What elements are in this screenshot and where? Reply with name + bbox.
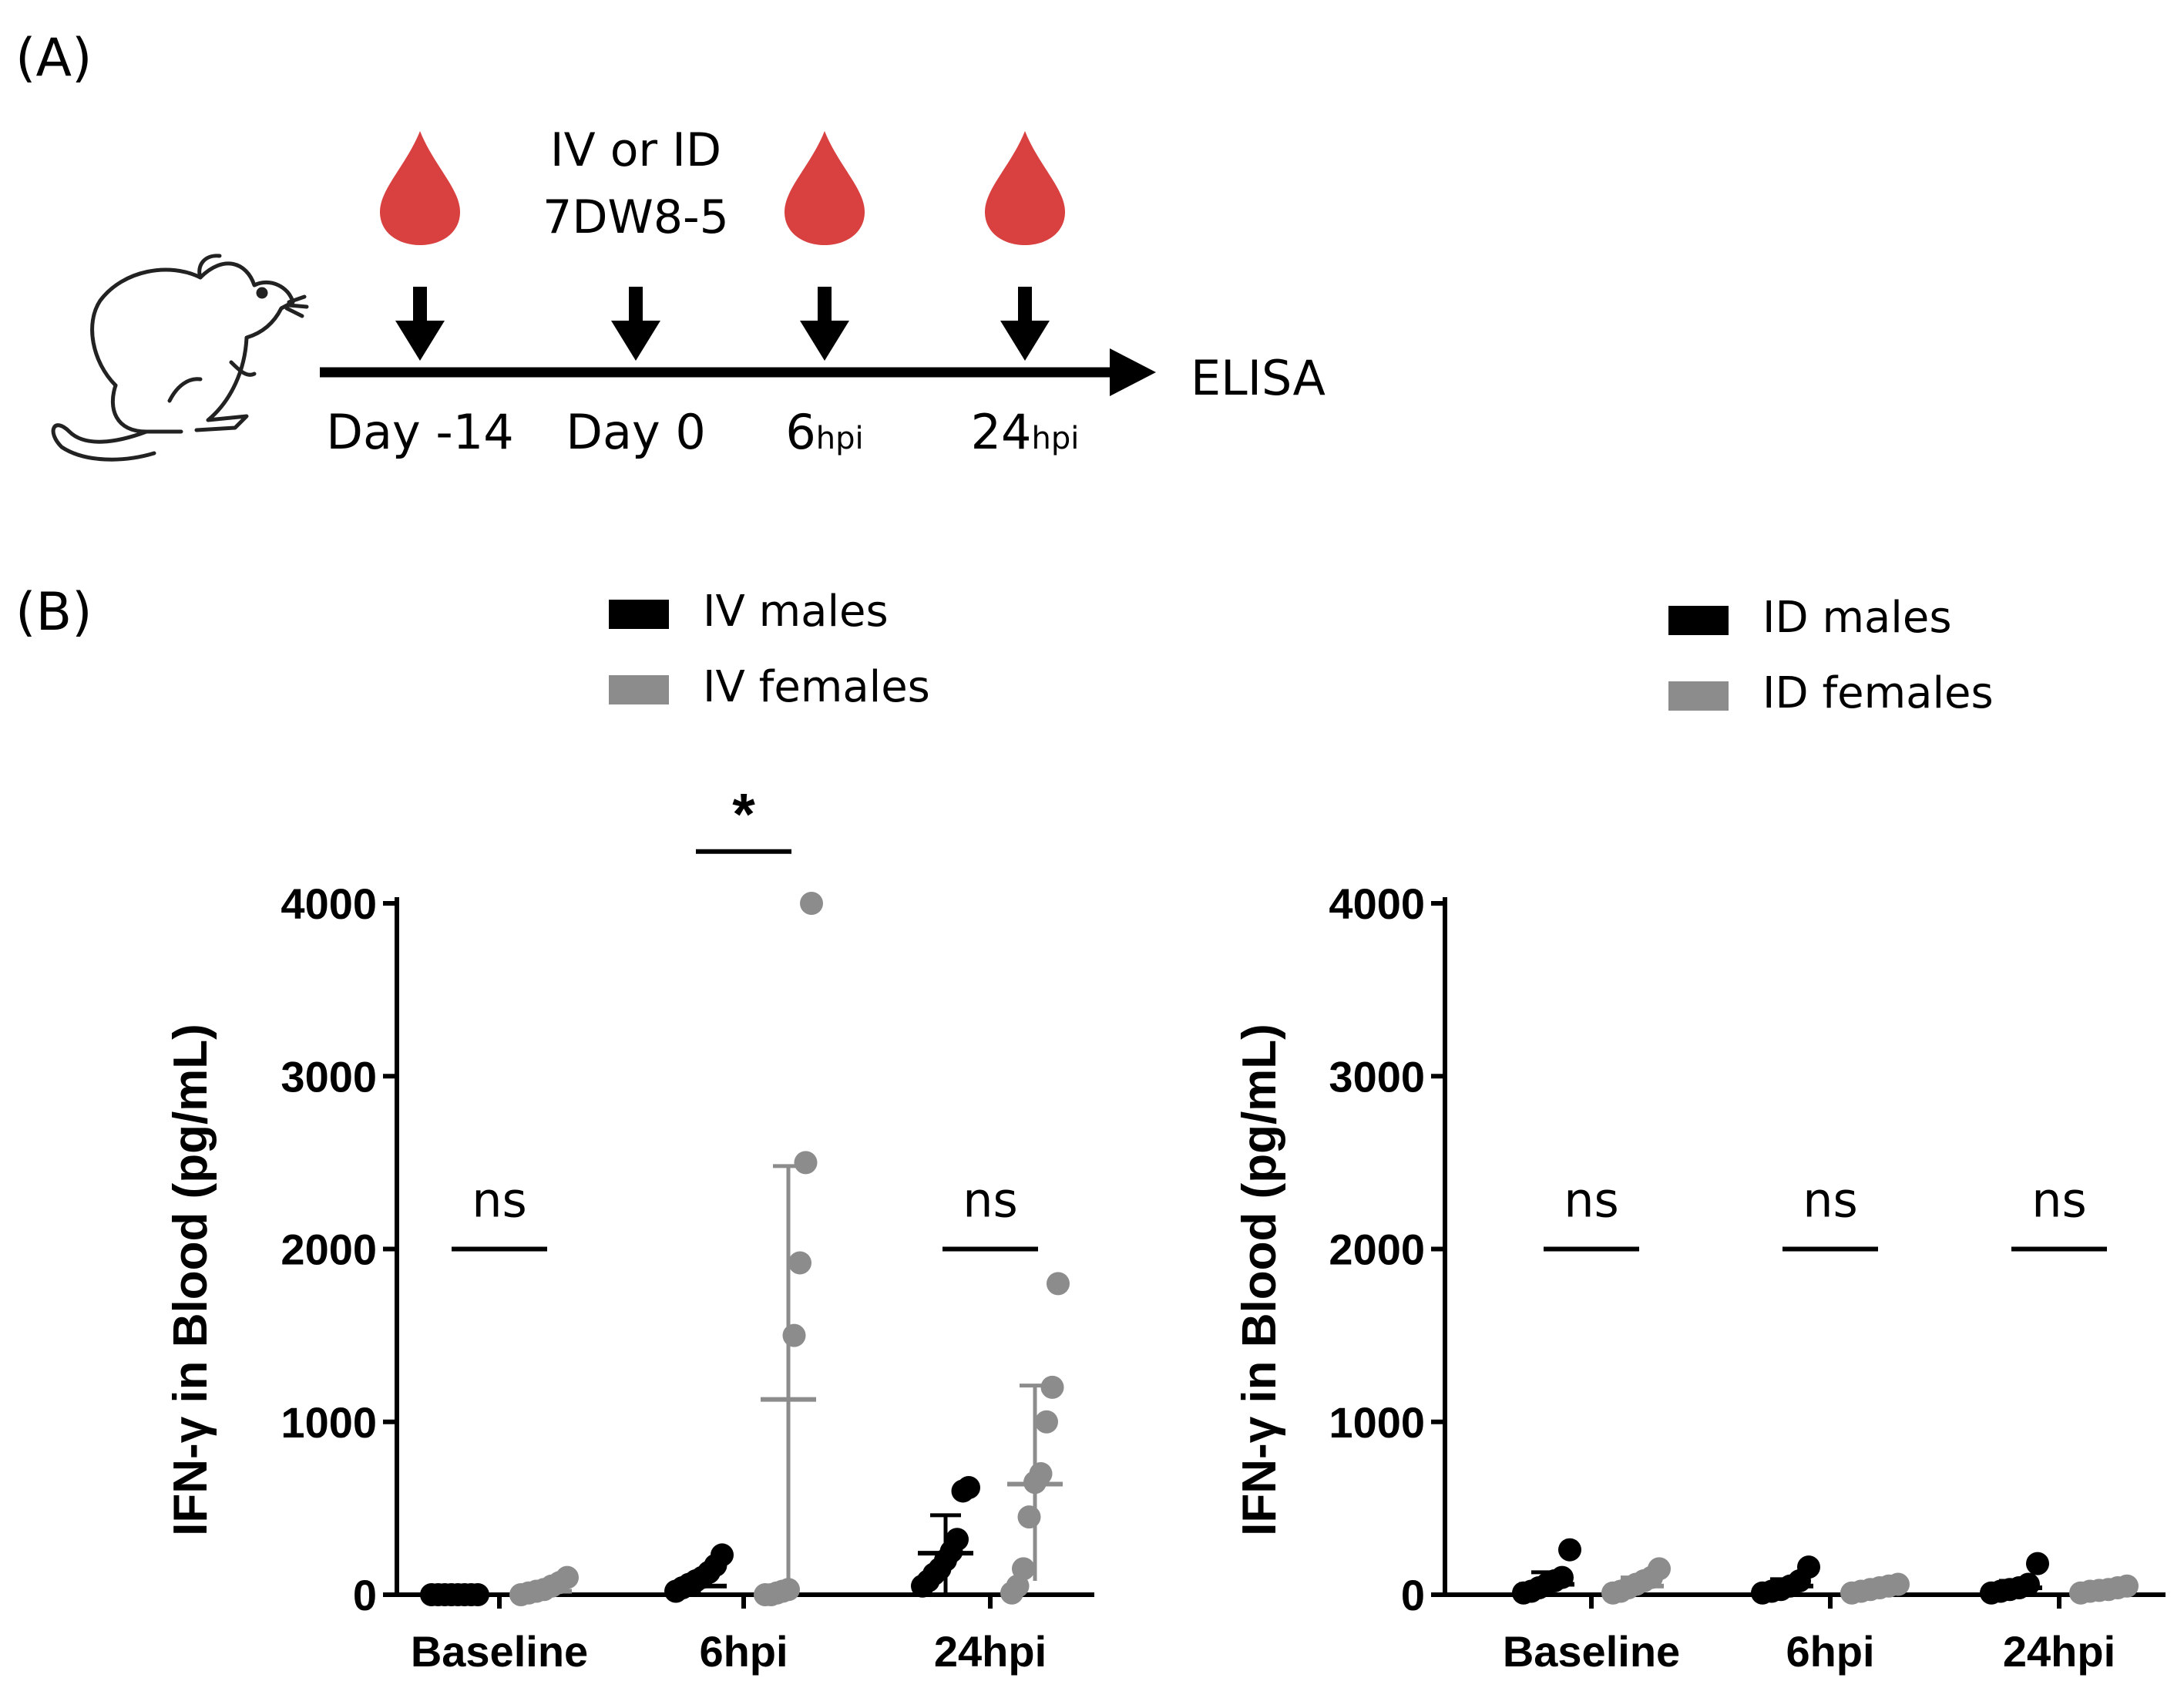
y-tick-label: 0 <box>1401 1571 1425 1619</box>
x-tick-label: 24hpi <box>934 1627 1047 1676</box>
data-point <box>2026 1552 2049 1575</box>
significance-label: ns <box>963 1172 1018 1229</box>
data-point <box>1017 1505 1041 1529</box>
data-point <box>2017 1572 2040 1596</box>
timeline-label: Day -14 <box>326 404 513 460</box>
down-arrow-icon <box>1000 321 1050 361</box>
timeline-label-main: 24 <box>971 404 1032 460</box>
data-point <box>2115 1574 2139 1598</box>
data-point <box>1551 1565 1574 1589</box>
panel-a-label: (A) <box>15 28 92 89</box>
data-point <box>1047 1272 1070 1296</box>
data-point <box>1887 1572 1910 1596</box>
data-point <box>1029 1462 1053 1486</box>
significance-label: ns <box>1564 1172 1619 1229</box>
legend-label: IV males <box>703 587 889 637</box>
timeline-label-main: Day 0 <box>566 404 706 460</box>
data-point <box>1648 1557 1671 1581</box>
y-tick-label: 2000 <box>1329 1226 1425 1274</box>
y-tick-label: 4000 <box>1329 879 1425 928</box>
significance-label: ns <box>472 1172 527 1229</box>
significance-label: ns <box>1803 1172 1858 1229</box>
x-tick-label: Baseline <box>411 1627 588 1676</box>
x-tick-label: 6hpi <box>699 1627 788 1676</box>
timeline-group: Day -14 Day 0 6hpi 24hpi <box>326 131 1079 460</box>
x-tick-label: Baseline <box>1503 1627 1680 1676</box>
legend-label: IV females <box>703 662 930 712</box>
mouse-icon <box>51 254 309 462</box>
y-tick-label: 1000 <box>1329 1398 1425 1447</box>
timeline-label: Day 0 <box>566 404 706 460</box>
y-tick-label: 0 <box>353 1571 377 1619</box>
significance-label: * <box>732 782 755 848</box>
y-tick-label: 3000 <box>281 1052 377 1101</box>
data-point <box>957 1475 980 1499</box>
down-arrow-icon <box>800 321 849 361</box>
data-point <box>556 1565 579 1589</box>
data-point <box>794 1151 818 1175</box>
data-point <box>1558 1538 1581 1562</box>
injection-label-line1: IV or ID <box>550 123 721 177</box>
blood-drop-icon <box>985 131 1065 245</box>
y-tick-label: 2000 <box>281 1226 377 1274</box>
legend-label: ID females <box>1762 668 1994 718</box>
panel-b-label: (B) <box>15 582 92 643</box>
chart-id: 0 1000 2000 3000 4000 IFN-γ in Blood (pg/mL) B… <box>1233 593 2166 1676</box>
legend-swatch <box>609 600 669 629</box>
data-point <box>711 1543 734 1567</box>
legend-swatch <box>1668 606 1729 635</box>
data-point <box>1040 1375 1064 1399</box>
chart-iv: 0 1000 2000 3000 4000 IFN-γ in Blood (pg/mL) B… <box>164 587 1094 1676</box>
endpoint-label: ELISA <box>1191 350 1326 406</box>
down-arrow-shaft <box>1018 287 1032 324</box>
data-point <box>788 1251 811 1275</box>
data-point <box>782 1323 806 1347</box>
timeline-arrowhead-icon <box>1110 348 1156 396</box>
blood-drop-icon <box>380 131 460 245</box>
y-axis-label: IFN-γ in Blood (pg/mL) <box>164 1024 217 1536</box>
timeline-label-sub: hpi <box>816 421 864 456</box>
y-tick-label: 1000 <box>281 1398 377 1447</box>
legend-label: ID males <box>1762 593 1952 643</box>
down-arrow-shaft <box>629 287 643 324</box>
down-arrow-shaft <box>818 287 832 324</box>
data-point <box>1797 1555 1820 1579</box>
y-tick-label: 4000 <box>281 879 377 928</box>
data-point <box>800 892 823 915</box>
data-point <box>777 1578 800 1602</box>
y-axis-label: IFN-γ in Blood (pg/mL) <box>1233 1024 1286 1536</box>
timeline-label-main: Day -14 <box>326 404 513 460</box>
x-tick-label: 6hpi <box>1786 1627 1874 1676</box>
injection-label-line2: 7DW8-5 <box>543 190 729 244</box>
blood-drop-icon <box>785 131 865 245</box>
down-arrow-icon <box>611 321 660 361</box>
down-arrow-shaft <box>413 287 427 324</box>
legend-swatch <box>1668 681 1729 711</box>
data-point <box>466 1583 489 1606</box>
data-point <box>946 1528 969 1552</box>
x-tick-label: 24hpi <box>2003 1627 2115 1676</box>
timeline-label-main: 6 <box>785 404 815 460</box>
timeline-label-sub: hpi <box>1032 421 1080 456</box>
y-tick-label: 3000 <box>1329 1052 1425 1101</box>
legend-swatch <box>609 675 669 704</box>
significance-label: ns <box>2031 1172 2087 1229</box>
data-point <box>1035 1410 1058 1434</box>
data-point <box>1012 1557 1035 1581</box>
down-arrow-icon <box>395 321 445 361</box>
timeline-label: 24hpi <box>971 404 1080 460</box>
timeline-label: 6hpi <box>785 404 863 460</box>
